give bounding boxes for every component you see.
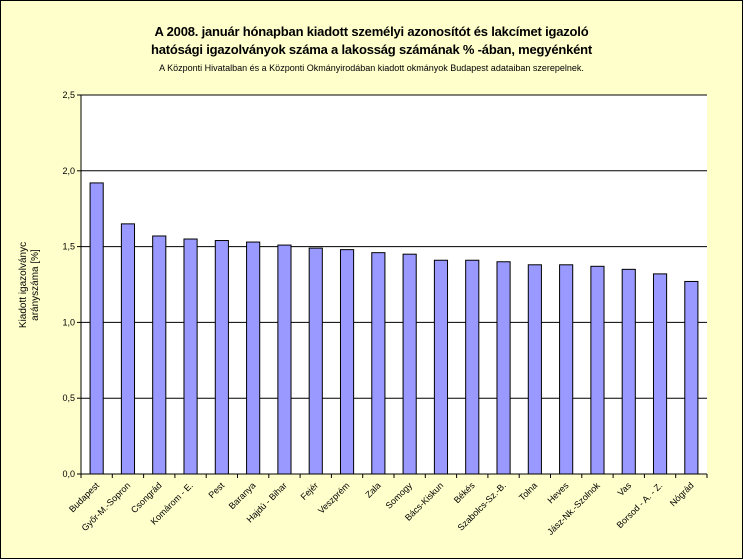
bar <box>433 259 449 475</box>
y-tick-label: 2,5 <box>62 90 75 100</box>
chart-subtitle: A Központi Hivatalban és a Központi Okmá… <box>159 63 584 73</box>
bar <box>496 261 511 475</box>
x-tick-label: Jász-Nk.-Szolnok <box>545 480 602 537</box>
bar <box>120 223 136 475</box>
x-tick-label: Somogy <box>384 480 415 511</box>
x-tick-label: Heves <box>545 480 570 505</box>
bar <box>214 240 229 475</box>
x-tick-label: Békés <box>452 480 477 505</box>
bar <box>152 235 167 475</box>
bar <box>652 273 668 475</box>
bar <box>590 265 605 475</box>
bar <box>527 264 542 475</box>
bar <box>89 182 104 475</box>
bar <box>183 238 198 475</box>
x-tick-label: Fejér <box>299 480 321 502</box>
x-tick-label: Pest <box>206 480 226 500</box>
x-tick-label: Veszprém <box>316 480 351 515</box>
bar <box>465 259 480 475</box>
y-tick-label: 1,5 <box>62 242 75 252</box>
chart-title-line-1: A 2008. január hónapban kiadott személyi… <box>154 24 589 39</box>
x-tick-label: Vas <box>616 480 634 498</box>
x-tick-label: Nógrád <box>668 480 696 508</box>
bar <box>402 253 417 475</box>
x-tick-label: Tolna <box>517 480 539 502</box>
plot-area <box>81 95 707 474</box>
bar <box>684 280 699 475</box>
y-tick-label: 2,0 <box>62 166 75 176</box>
x-tick-label: Baranya <box>227 480 258 511</box>
bar <box>246 241 261 475</box>
bar <box>308 247 323 475</box>
bar <box>371 252 386 475</box>
x-tick-label: Zala <box>363 480 382 499</box>
y-tick-label: 0,0 <box>62 469 75 479</box>
bar <box>277 244 292 475</box>
y-tick-label: 0,5 <box>62 393 75 403</box>
y-tick-label: 1,0 <box>62 317 75 327</box>
bar <box>621 268 636 475</box>
bar <box>339 249 355 475</box>
chart-title-line-2: hatósági igazolványok száma a lakosság s… <box>150 42 593 57</box>
bar <box>559 264 574 475</box>
